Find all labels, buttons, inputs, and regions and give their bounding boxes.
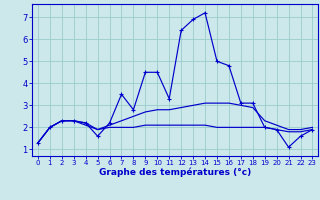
X-axis label: Graphe des températures (°c): Graphe des températures (°c) bbox=[99, 168, 251, 177]
